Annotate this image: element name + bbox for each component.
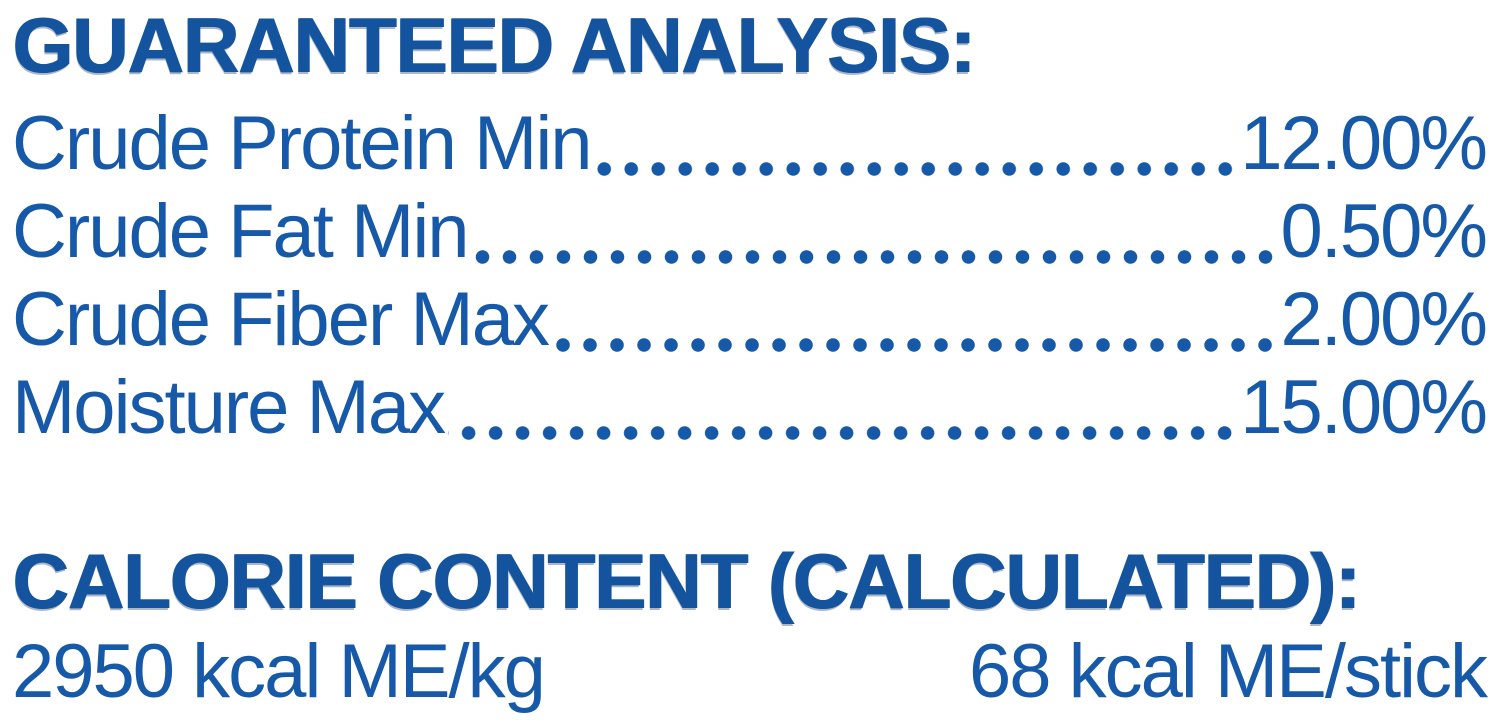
nutrient-label: Crude Fat Min (12, 189, 469, 274)
nutrient-value: 2.00% (1280, 277, 1488, 362)
nutrient-label: Crude Protein Min (12, 101, 592, 186)
nutrient-label: Moisture Max (12, 365, 446, 450)
calorie-content-title: CALORIE CONTENT (CALCULATED): (12, 537, 1360, 625)
nutrient-value: 12.00% (1240, 101, 1488, 186)
dot-leader (448, 426, 1239, 440)
table-row-moisture: Moisture Max 15.00% (12, 358, 1488, 450)
table-row-crude-protein: Crude Protein Min 12.00% (12, 94, 1488, 186)
calorie-per-kg: 2950 kcal ME/kg (12, 629, 546, 714)
calorie-per-stick: 68 kcal ME/stick (968, 629, 1488, 714)
guaranteed-analysis-table: Crude Protein Min 12.00% Crude Fat Min 0… (12, 94, 1488, 450)
guaranteed-analysis-title: GUARANTEED ANALYSIS: (12, 1, 975, 89)
nutrient-value: 15.00% (1240, 365, 1488, 450)
nutrient-label: Crude Fiber Max (12, 277, 550, 362)
table-row-crude-fiber: Crude Fiber Max 2.00% (12, 270, 1488, 362)
nutrient-value: 0.50% (1280, 189, 1488, 274)
dot-leader (594, 162, 1239, 176)
dot-leader (471, 250, 1279, 264)
table-row-crude-fat: Crude Fat Min 0.50% (12, 182, 1488, 274)
dot-leader (551, 338, 1279, 352)
calorie-values-row: 2950 kcal ME/kg 68 kcal ME/stick (12, 629, 1488, 714)
